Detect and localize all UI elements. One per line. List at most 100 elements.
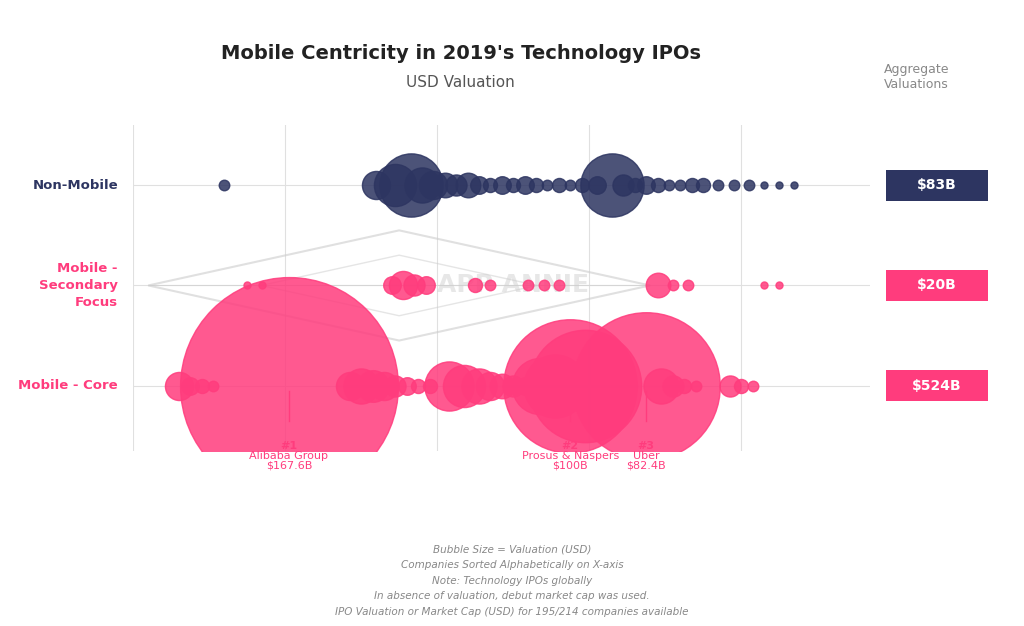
Point: [740, 180, 757, 190]
Point: [687, 381, 703, 391]
Text: $20B: $20B: [918, 279, 956, 292]
Point: [414, 180, 430, 190]
Point: [494, 180, 510, 190]
Point: [440, 381, 457, 391]
Point: [592, 381, 608, 391]
Point: [722, 381, 738, 391]
Point: [398, 381, 415, 391]
Text: Uber: Uber: [633, 451, 659, 461]
Point: [653, 381, 670, 391]
Text: Mobile Centricity in 2019's Technology IPOs: Mobile Centricity in 2019's Technology I…: [221, 44, 700, 63]
Text: $82.4B: $82.4B: [627, 461, 666, 471]
Point: [676, 381, 692, 391]
Point: [649, 280, 666, 290]
Point: [482, 180, 499, 190]
Point: [665, 280, 681, 290]
Point: [638, 180, 654, 190]
Point: [505, 180, 521, 190]
Point: [627, 180, 643, 190]
Point: [456, 381, 472, 391]
Text: $83B: $83B: [918, 178, 956, 192]
Point: [604, 180, 621, 190]
Point: [649, 180, 666, 190]
Point: [421, 381, 437, 391]
Text: APP ANNIE: APP ANNIE: [437, 274, 589, 297]
Point: [540, 180, 556, 190]
Text: Mobile - Core: Mobile - Core: [18, 379, 118, 392]
Point: [281, 381, 297, 391]
Point: [494, 381, 510, 391]
Text: $524B: $524B: [912, 379, 962, 393]
Point: [527, 180, 544, 190]
Point: [482, 280, 499, 290]
Point: [551, 180, 567, 190]
Point: [194, 381, 210, 391]
Point: [342, 381, 358, 391]
Text: #1: #1: [281, 441, 298, 451]
Point: [771, 180, 787, 190]
Point: [505, 381, 521, 391]
Point: [171, 381, 187, 391]
Point: [684, 180, 700, 190]
Point: [573, 180, 590, 190]
Point: [638, 381, 654, 391]
Point: [376, 381, 392, 391]
Point: [695, 180, 712, 190]
Point: [672, 180, 688, 190]
Text: #2: #2: [561, 441, 579, 451]
Point: [387, 180, 403, 190]
Point: [771, 280, 787, 290]
Point: [589, 180, 605, 190]
Text: $167.6B: $167.6B: [266, 461, 312, 471]
Text: Alibaba Group: Alibaba Group: [250, 451, 329, 461]
Point: [239, 280, 255, 290]
Point: [744, 381, 761, 391]
Point: [680, 280, 696, 290]
Point: [436, 180, 453, 190]
Point: [447, 180, 464, 190]
Point: [660, 180, 677, 190]
Point: [756, 280, 772, 290]
Point: [604, 381, 621, 391]
Point: [562, 180, 579, 190]
Text: #3: #3: [638, 441, 654, 451]
Point: [425, 180, 441, 190]
Point: [615, 180, 632, 190]
Point: [520, 280, 537, 290]
Point: [551, 280, 567, 290]
Point: [410, 381, 426, 391]
Point: [365, 381, 381, 391]
Text: Prosus & Naspers: Prosus & Naspers: [521, 451, 618, 461]
Point: [418, 280, 434, 290]
Point: [216, 180, 232, 190]
Text: Non-Mobile: Non-Mobile: [33, 179, 118, 192]
Point: [516, 381, 532, 391]
Point: [460, 180, 476, 190]
Point: [353, 381, 370, 391]
Point: [205, 381, 221, 391]
Point: [402, 180, 419, 190]
Point: [725, 180, 741, 190]
Point: [395, 280, 412, 290]
Point: [531, 381, 548, 391]
Point: [711, 180, 727, 190]
Point: [383, 280, 399, 290]
Point: [578, 381, 594, 391]
Point: [665, 381, 681, 391]
Point: [786, 180, 803, 190]
Point: [407, 280, 423, 290]
Point: [547, 381, 563, 391]
Text: Bubble Size = Valuation (USD)
Companies Sorted Alphabetically on X-axis
Note: Te: Bubble Size = Valuation (USD) Companies …: [335, 545, 689, 617]
Point: [387, 381, 403, 391]
Text: USD Valuation: USD Valuation: [407, 75, 515, 90]
Point: [467, 280, 483, 290]
Point: [516, 180, 532, 190]
Point: [471, 381, 487, 391]
Point: [615, 381, 632, 391]
Point: [369, 180, 385, 190]
Point: [482, 381, 499, 391]
Point: [471, 180, 487, 190]
Point: [756, 180, 772, 190]
Text: Mobile -
Secondary
Focus: Mobile - Secondary Focus: [39, 262, 118, 309]
Text: Aggregate
Valuations: Aggregate Valuations: [884, 63, 949, 91]
